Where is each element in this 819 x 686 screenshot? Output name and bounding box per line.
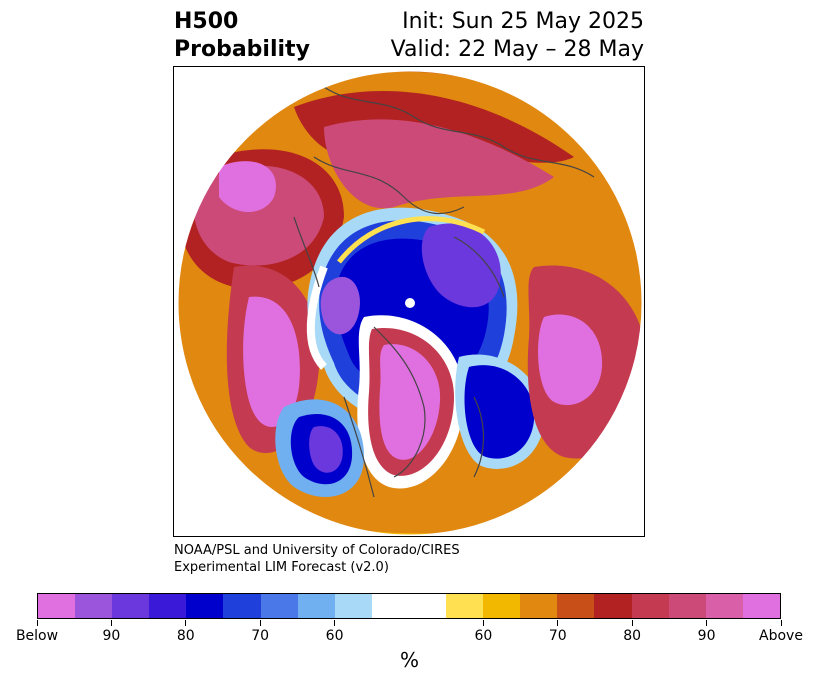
colorbar-tick-label: Below	[15, 628, 59, 644]
colorbar-ticks: Below 90 80 70 60 60 70 80 90 Above	[16, 620, 803, 650]
colorbar-swatch	[371, 594, 409, 618]
west-negative-violet	[320, 276, 360, 335]
colorbar-swatch	[631, 594, 669, 618]
credit-text: NOAA/PSL and University of Colorado/CIRE…	[174, 542, 460, 576]
colorbar-swatch	[260, 594, 298, 618]
colorbar	[37, 593, 781, 619]
colorbar-unit-label: %	[399, 648, 419, 672]
colorbar-swatch	[186, 594, 224, 618]
east-positive-core	[538, 314, 603, 406]
pacific-positive-core	[219, 161, 276, 212]
colorbar-swatch	[705, 594, 743, 618]
colorbar-tick-label: 60	[325, 628, 344, 644]
colorbar-tick-label: 90	[102, 628, 121, 644]
colorbar-swatch	[594, 594, 632, 618]
colorbar-swatch	[742, 594, 780, 618]
colorbar-tick-label: 60	[474, 628, 493, 644]
colorbar-swatch	[446, 594, 484, 618]
colorbar-tick	[706, 620, 708, 626]
colorbar-swatch	[223, 594, 261, 618]
credit-line-2: Experimental LIM Forecast (v2.0)	[174, 560, 389, 575]
probability-map	[173, 66, 645, 537]
colorbar-tick	[631, 620, 633, 626]
colorbar-tick-label: 80	[623, 628, 642, 644]
colorbar-swatch	[149, 594, 187, 618]
colorbar-tick	[557, 620, 559, 626]
colorbar-tick	[110, 620, 112, 626]
map-title: H500 Probability	[174, 8, 310, 64]
colorbar-tick	[36, 620, 38, 626]
east-negative-violet	[421, 223, 501, 308]
forecast-dates: Init: Sun 25 May 2025 Valid: 22 May – 28…	[391, 8, 644, 64]
atlantic-negative-core	[464, 365, 535, 459]
colorbar-swatch	[483, 594, 521, 618]
north-pole-marker	[405, 298, 415, 308]
colorbar-tick-label: Above	[759, 628, 803, 644]
colorbar-swatch	[668, 594, 706, 618]
polar-map-svg	[177, 70, 643, 536]
map-disc-outline	[177, 70, 643, 536]
colorbar-tick-label: 70	[548, 628, 567, 644]
zero-line-north	[337, 216, 486, 264]
colorbar-swatch	[520, 594, 558, 618]
colorbar-tick-label: 80	[176, 628, 195, 644]
init-date: Init: Sun 25 May 2025	[402, 9, 644, 34]
colorbar-tick	[334, 620, 336, 626]
colorbar-swatch	[297, 594, 335, 618]
west-positive-core	[243, 296, 300, 427]
colorbar-swatch	[408, 594, 447, 618]
title-line-2: Probability	[174, 37, 310, 62]
valid-dates: Valid: 22 May – 28 May	[390, 37, 644, 62]
credit-line-1: NOAA/PSL and University of Colorado/CIRE…	[174, 543, 460, 558]
title-line-1: H500	[174, 9, 239, 34]
colorbar-tick	[482, 620, 484, 626]
colorbar-tick	[185, 620, 187, 626]
colorbar-tick	[780, 620, 782, 626]
colorbar-swatch	[112, 594, 150, 618]
colorbar-tick-label: 90	[697, 628, 716, 644]
colorbar-swatch	[557, 594, 595, 618]
colorbar-swatch	[334, 594, 372, 618]
colorbar-tick	[259, 620, 261, 626]
colorbar-swatch	[75, 594, 113, 618]
colorbar-tick-label: 70	[251, 628, 270, 644]
coastlines	[293, 86, 595, 498]
zero-line-west	[306, 265, 328, 370]
namerica-positive-core	[379, 344, 441, 460]
sw-negative-violet	[309, 426, 343, 473]
colorbar-swatch	[38, 594, 76, 618]
pink-region-north	[324, 119, 554, 209]
